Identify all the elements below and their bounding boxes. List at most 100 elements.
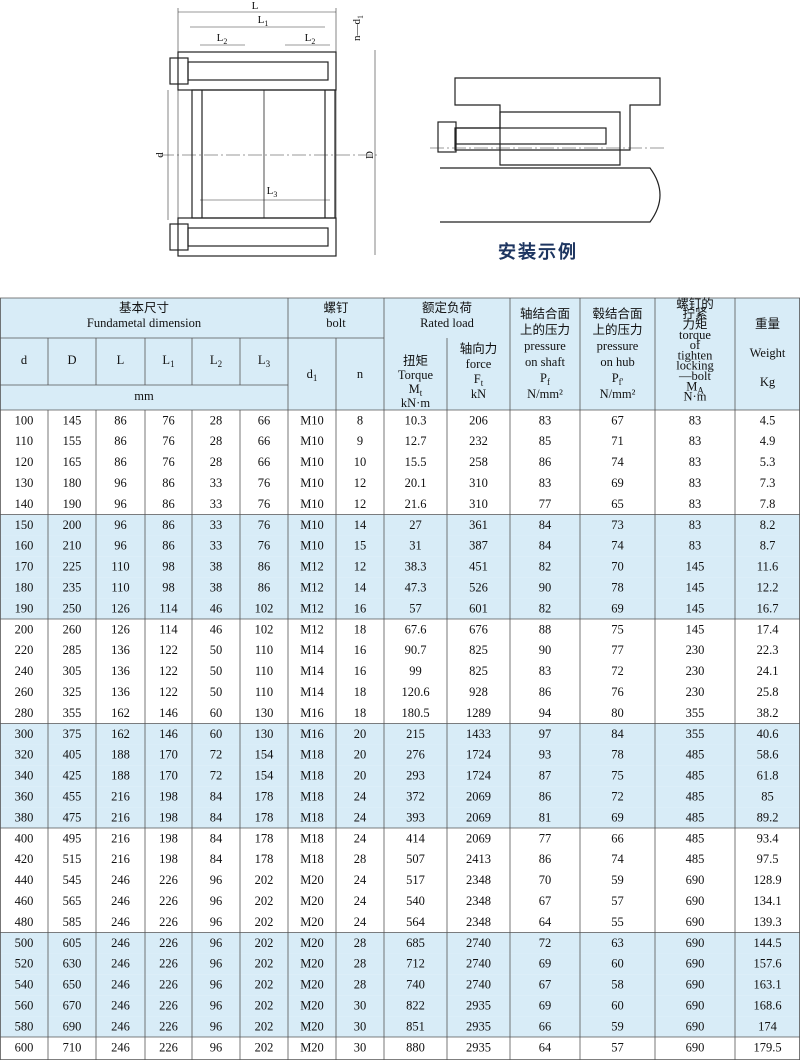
cell: 154 [255, 769, 275, 783]
cell: 76 [611, 685, 624, 699]
column-header-line: 轴向力 [460, 341, 498, 356]
cell: 84 [210, 790, 223, 804]
cell: 202 [255, 957, 274, 971]
cell: M14 [300, 643, 324, 657]
column-header-line: 轴结合面 [520, 306, 570, 321]
cell: 24 [354, 831, 367, 845]
cell: 130 [255, 706, 274, 720]
cell: 1724 [466, 748, 492, 762]
cell: 25.8 [757, 685, 779, 699]
cell: 825 [469, 643, 488, 657]
cell: M12 [300, 560, 324, 574]
cell: 585 [63, 915, 82, 929]
cell: 16.7 [757, 601, 779, 615]
cell: 145 [686, 581, 705, 595]
cell: 174 [758, 1019, 778, 1033]
cell: 84 [611, 727, 624, 741]
cell: 485 [686, 831, 705, 845]
column-header-line: 上的压力 [520, 322, 570, 337]
cell: 86 [258, 560, 271, 574]
cell: 63 [611, 936, 624, 950]
cell: 605 [63, 936, 82, 950]
cell: 240 [15, 664, 34, 678]
cell: 120 [15, 455, 34, 469]
cell: 145 [63, 413, 82, 427]
cell: 96 [114, 476, 127, 490]
column-header-line: 重量 [755, 316, 780, 331]
cell: 28 [210, 413, 223, 427]
cell: 825 [469, 664, 488, 678]
cell: 75 [611, 769, 624, 783]
cell: M10 [300, 539, 324, 553]
cell: 96 [210, 1019, 223, 1033]
cell: 50 [210, 664, 223, 678]
cell: 216 [111, 831, 130, 845]
cell: M14 [300, 664, 324, 678]
cell: 226 [159, 915, 178, 929]
dimension-label: L [252, 0, 259, 12]
cell: 57 [611, 894, 624, 908]
cell: M20 [300, 978, 324, 992]
cell: 280 [15, 706, 34, 720]
cell: 822 [406, 999, 425, 1013]
column-header-line: 上的压力 [592, 322, 642, 337]
cell: 136 [111, 664, 130, 678]
cell: 485 [686, 790, 705, 804]
cell: 126 [111, 601, 130, 615]
cell: 96 [210, 894, 223, 908]
cell: 50 [210, 685, 223, 699]
cell: 690 [686, 873, 705, 887]
cell: 4.9 [760, 434, 776, 448]
cell: 71 [611, 434, 624, 448]
cell: 2069 [466, 810, 491, 824]
cell: M20 [300, 915, 324, 929]
column-header-line: tighten [678, 348, 713, 362]
cell: 226 [159, 1040, 178, 1054]
cell: 59 [611, 1019, 624, 1033]
cell: 670 [63, 999, 82, 1013]
cell: 144.5 [753, 936, 781, 950]
cell: 225 [63, 560, 82, 574]
cell: 86 [539, 685, 552, 699]
cell: 78 [611, 748, 624, 762]
cell: 190 [15, 601, 34, 615]
cell: 2069 [466, 831, 491, 845]
cell: 77 [539, 831, 552, 845]
row-group-background [0, 723, 800, 745]
cell: M18 [300, 852, 324, 866]
cell: 1433 [466, 727, 491, 741]
cell: 87 [539, 769, 552, 783]
cell: 83 [689, 455, 702, 469]
cell: 96 [210, 873, 223, 887]
cell: 83 [539, 413, 552, 427]
cell: 61.8 [757, 769, 779, 783]
group-title-en: bolt [326, 316, 346, 330]
cell: 485 [686, 748, 705, 762]
cell: 178 [255, 790, 274, 804]
cell: 188 [111, 748, 130, 762]
cell: 405 [63, 748, 82, 762]
cell: 600 [15, 1040, 34, 1054]
cell: 690 [686, 957, 705, 971]
cell: 96 [210, 1040, 223, 1054]
cell: 80 [611, 706, 624, 720]
cell: 86 [162, 497, 175, 511]
cell: 83 [689, 413, 702, 427]
cell: 16 [354, 664, 367, 678]
row-group-background [0, 577, 800, 599]
cell: 690 [686, 915, 705, 929]
cell: 86 [114, 455, 127, 469]
cell: 82 [539, 601, 552, 615]
cell: 77 [539, 497, 552, 511]
cell: 67.6 [405, 622, 427, 636]
cell: 180.5 [401, 706, 429, 720]
cell: 520 [15, 957, 34, 971]
cell: 18 [354, 706, 367, 720]
cell: 86 [162, 476, 175, 490]
column-header-line: of [690, 338, 701, 352]
cell: 84 [210, 852, 223, 866]
cell: 134.1 [753, 894, 781, 908]
cell: 65 [611, 497, 624, 511]
cell: 451 [469, 560, 488, 574]
